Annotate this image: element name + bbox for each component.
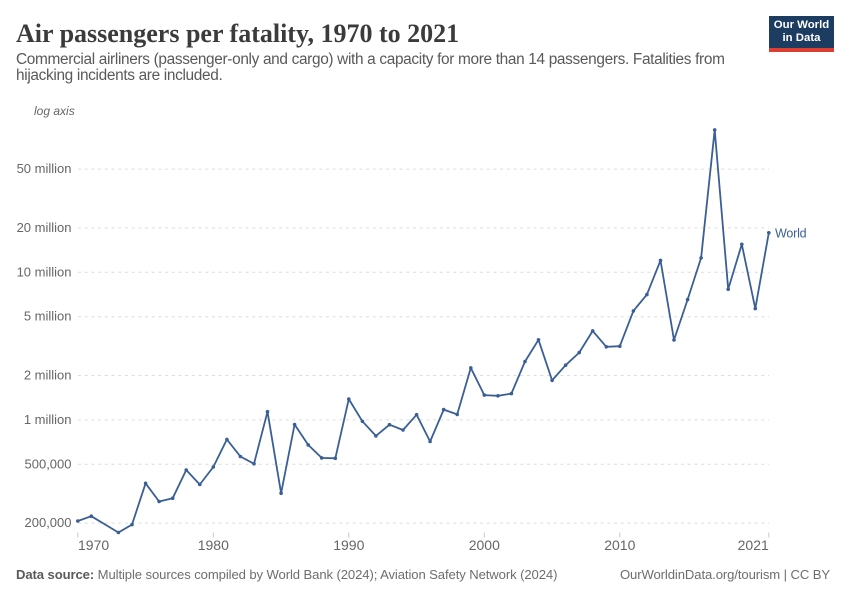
- svg-text:1990: 1990: [333, 537, 364, 553]
- svg-text:2 million: 2 million: [24, 368, 72, 383]
- svg-text:200,000: 200,000: [25, 515, 72, 530]
- svg-text:World: World: [775, 226, 807, 240]
- svg-text:10 million: 10 million: [17, 264, 72, 279]
- svg-text:5 million: 5 million: [24, 309, 72, 324]
- svg-text:2000: 2000: [469, 537, 500, 553]
- svg-text:1970: 1970: [78, 537, 109, 553]
- svg-text:1980: 1980: [198, 537, 229, 553]
- svg-text:50 million: 50 million: [17, 161, 72, 176]
- svg-text:2021: 2021: [738, 537, 769, 553]
- svg-text:500,000: 500,000: [25, 456, 72, 471]
- svg-text:1 million: 1 million: [24, 412, 72, 427]
- svg-text:2010: 2010: [604, 537, 635, 553]
- svg-text:log axis: log axis: [34, 104, 75, 118]
- svg-text:20 million: 20 million: [17, 220, 72, 235]
